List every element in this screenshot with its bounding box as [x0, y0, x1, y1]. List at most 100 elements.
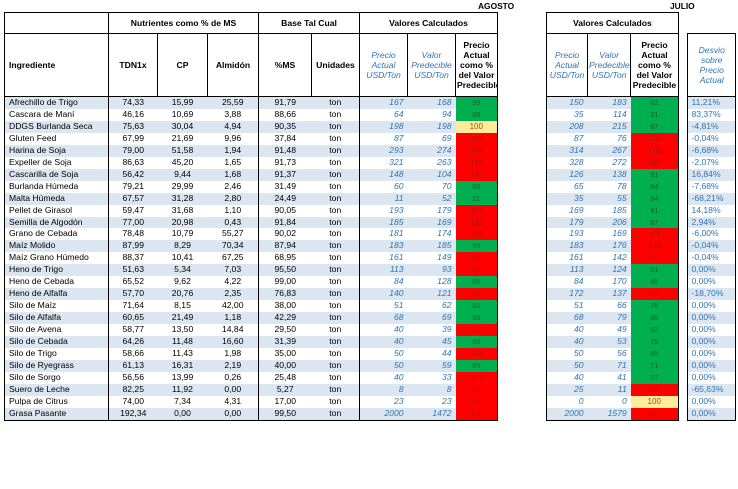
cell-valor-predecible: 198 — [407, 120, 456, 133]
cell-j-precio-actual: 35 — [545, 108, 588, 121]
cell-almidon: 1,10 — [224, 204, 242, 215]
month-julio: JULIO — [670, 1, 695, 11]
cell-desvio: -7,68% — [687, 180, 736, 193]
col-almidon: Almidón — [207, 33, 259, 97]
julio-table-row: 87 76 114 -0,04% — [545, 132, 736, 145]
cell-almidon: 1,94 — [207, 144, 259, 157]
cell-desvio: 0,00% — [687, 276, 736, 289]
cell-cp: 13,50 — [171, 324, 194, 335]
julio-table-row: 150 183 82 11,21% — [545, 96, 736, 109]
cell-unidades: ton — [329, 252, 342, 263]
cell-precio-pct: 126 — [455, 132, 499, 145]
cell-j-valor-predecible: 170 — [612, 276, 627, 287]
table-row: Silo de Sorgo 56,56 13,99 0,26 25,48 ton 40 33 1… — [4, 371, 499, 384]
cell-j-precio-pct: 89 — [630, 348, 679, 360]
cell-valor-predecible: 23 — [441, 395, 452, 406]
table-row: Maíz Molido 87,99 8,29 70,34 87,94 ton 183 185 9… — [4, 240, 499, 253]
cell-ms: 90,05 — [258, 204, 312, 217]
cell-precio-actual: 50 — [359, 359, 408, 372]
column-header-row: Ingrediente TDN1x CP Almidón %MS Unidade… — [4, 33, 499, 97]
cell-desvio: -4,81% — [687, 120, 736, 133]
cell-precio-actual: 161 — [359, 252, 408, 265]
cell-valor-predecible: 33 — [441, 371, 452, 382]
cell-tdn: 79,00 — [108, 144, 158, 157]
cell-cp: 29,99 — [171, 180, 194, 191]
cell-precio-actual: 23 — [359, 395, 408, 408]
cell-precio-actual: 193 — [359, 204, 408, 217]
julio-row-spacer — [678, 144, 688, 157]
julio-row-spacer — [678, 252, 688, 265]
cell-almidon: 0,43 — [207, 216, 259, 229]
cell-ms: 38,00 — [258, 300, 312, 313]
cell-desvio: -6,68% — [687, 144, 736, 157]
cell-unidades: ton — [329, 324, 342, 335]
cell-j-valor-predecible: 78 — [617, 180, 627, 191]
cell-j-precio-actual: 50 — [545, 348, 588, 360]
julio-table-row: 2000 1579 127 0,00% — [545, 407, 736, 421]
cell-desvio: 0,00% — [687, 264, 736, 277]
cell-j-precio-pct: 31 — [630, 108, 679, 121]
cell-j-precio-actual: 50 — [545, 359, 588, 372]
cell-cp: 31,28 — [157, 192, 208, 205]
table-row: Malta Húmeda 67,57 31,28 2,80 24,49 ton 11 52 21 — [4, 192, 499, 205]
cell-j-precio-actual: 179 — [545, 216, 588, 229]
cell-precio-actual: 64 — [359, 108, 408, 121]
cell-ms: 25,48 — [258, 371, 312, 384]
cell-cp: 8,15 — [174, 300, 191, 311]
table-row: Heno de Cebada 65,52 9,62 4,22 99,00 ton 84 128… — [4, 276, 499, 289]
cell-ms: 91,84 — [258, 216, 312, 229]
cell-valor-predecible: 45 — [407, 336, 456, 349]
cell-precio-actual: 50 — [359, 348, 408, 360]
cell-valor-predecible: 94 — [441, 108, 452, 119]
cell-ingrediente: Silo de Sorgo — [4, 371, 109, 384]
julio-row-spacer — [678, 216, 688, 229]
cell-unidades: ton — [311, 312, 360, 325]
julio-table-row: 0 0 100 0,00% — [545, 395, 736, 408]
table-row: Harina de Soja 79,00 51,58 1,94 91,48 ton 293 2… — [4, 144, 499, 157]
cell-desvio: 14,18% — [687, 204, 736, 217]
cell-unidades: ton — [311, 120, 360, 133]
col-ingrediente: Ingrediente — [4, 33, 109, 97]
cell-ingrediente: DDGS Burlanda Seca — [4, 120, 109, 133]
cell-tdn: 67,99 — [108, 132, 158, 145]
cell-precio-pct: 114 — [455, 348, 499, 360]
cell-cp: 10,79 — [171, 228, 194, 239]
cell-cp: 7,34 — [174, 395, 191, 406]
cell-tdn: 78,48 — [108, 228, 158, 241]
cell-precio-actual: 113 — [359, 264, 408, 277]
cell-precio-actual: 198 — [359, 120, 408, 133]
cell-almidon: 70,34 — [207, 240, 259, 253]
col-precio-actual: Precio Actual USD/Ton — [359, 33, 409, 97]
cell-almidon: 1,98 — [224, 348, 242, 359]
cell-precio-actual: 40 — [359, 324, 408, 337]
cell-ingrediente: Harina de Soja — [4, 144, 109, 157]
cell-j-precio-actual: 87 — [545, 132, 588, 145]
cell-precio-actual: 87 — [359, 132, 408, 145]
cell-precio-pct: 100 — [455, 120, 499, 133]
cell-almidon: 0,26 — [224, 371, 242, 382]
cell-j-precio-pct: 114 — [630, 132, 679, 145]
table-row: Silo de Ryegrass 61,13 16,31 2,19 40,00 ton 50… — [4, 359, 499, 372]
cell-j-precio-pct: 97 — [630, 120, 679, 133]
cell-ingrediente: Grasa Pasante — [4, 407, 109, 421]
cell-j-valor-predecible: 176 — [587, 240, 631, 253]
cell-almidon: 0,00 — [207, 383, 259, 396]
cell-j-precio-actual: 40 — [545, 336, 588, 349]
cell-j-valor-predecible: 76 — [617, 132, 627, 143]
cell-j-precio-pct: 100 — [630, 395, 679, 408]
table-row: Gluten Feed 67,99 21,69 9,96 37,84 ton 87 69 126 — [4, 132, 499, 145]
julio-row-spacer — [678, 228, 688, 241]
cell-ms: 5,27 — [258, 383, 312, 396]
table-row: Silo de Maíz 71,64 8,15 42,00 38,00 ton 51 62 81 — [4, 300, 499, 313]
col-j-valor-predecible: Valor Predecible USD/Ton — [587, 33, 632, 97]
cell-desvio: -68,21% — [687, 192, 736, 205]
cell-cp: 5,34 — [157, 264, 208, 277]
julio-table-row: 314 267 118 -6,68% — [545, 144, 736, 157]
table-row: Expeller de Soja 86,63 45,20 1,65 91,73 ton 32… — [4, 156, 499, 169]
julio-table-row: 193 169 114 -6,00% — [545, 228, 736, 241]
cell-almidon: 4,94 — [207, 120, 259, 133]
cell-precio-actual: 185 — [359, 216, 408, 229]
col-precio-pct: Precio Actual como % del Valor Predecibl… — [455, 33, 499, 97]
cell-precio-pct: 88 — [455, 336, 499, 349]
cell-valor-predecible: 174 — [437, 228, 452, 239]
